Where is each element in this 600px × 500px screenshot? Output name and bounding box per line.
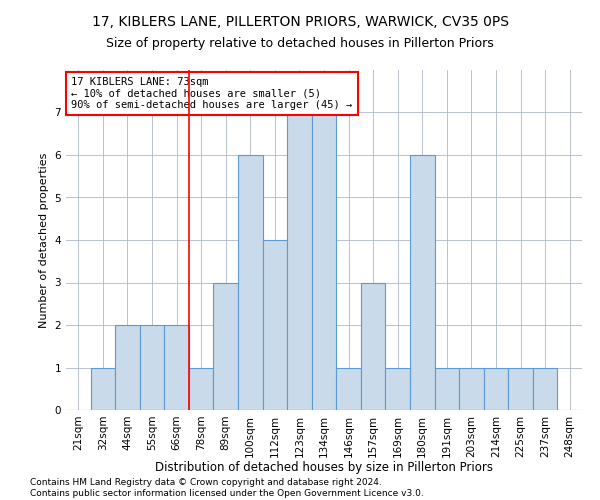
Bar <box>214 282 238 410</box>
Bar <box>508 368 533 410</box>
Text: 17 KIBLERS LANE: 73sqm
← 10% of detached houses are smaller (5)
90% of semi-deta: 17 KIBLERS LANE: 73sqm ← 10% of detached… <box>71 77 352 110</box>
Text: Contains HM Land Registry data © Crown copyright and database right 2024.
Contai: Contains HM Land Registry data © Crown c… <box>30 478 424 498</box>
Bar <box>164 325 189 410</box>
Bar <box>115 325 140 410</box>
Text: Size of property relative to detached houses in Pillerton Priors: Size of property relative to detached ho… <box>106 38 494 51</box>
Bar <box>287 112 312 410</box>
Bar <box>385 368 410 410</box>
Bar <box>533 368 557 410</box>
Bar <box>361 282 385 410</box>
Bar <box>312 112 336 410</box>
Y-axis label: Number of detached properties: Number of detached properties <box>39 152 49 328</box>
Bar <box>263 240 287 410</box>
Bar <box>91 368 115 410</box>
Bar <box>484 368 508 410</box>
Bar <box>140 325 164 410</box>
Bar <box>459 368 484 410</box>
X-axis label: Distribution of detached houses by size in Pillerton Priors: Distribution of detached houses by size … <box>155 461 493 474</box>
Text: 17, KIBLERS LANE, PILLERTON PRIORS, WARWICK, CV35 0PS: 17, KIBLERS LANE, PILLERTON PRIORS, WARW… <box>91 15 509 29</box>
Bar <box>238 155 263 410</box>
Bar <box>434 368 459 410</box>
Bar <box>410 155 434 410</box>
Bar <box>336 368 361 410</box>
Bar <box>189 368 214 410</box>
